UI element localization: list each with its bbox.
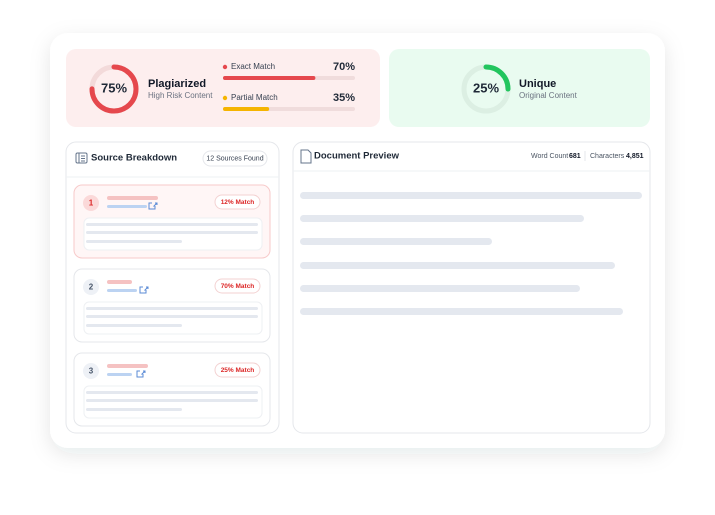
match-name: Partial Match — [231, 93, 278, 102]
list-icon — [75, 152, 88, 164]
placeholder — [86, 324, 182, 327]
link-icon — [139, 286, 149, 294]
panel-title: Document Preview — [314, 151, 400, 162]
stat-label: Word Count — [531, 153, 568, 160]
placeholder — [86, 223, 258, 226]
badge-text: 12 Sources Found — [206, 155, 263, 162]
placeholder — [86, 399, 258, 402]
match-badge — [214, 278, 261, 294]
bar — [223, 76, 316, 80]
placeholder — [86, 408, 182, 411]
placeholder — [107, 373, 132, 376]
placeholder — [107, 364, 148, 368]
match-value: 35% — [333, 92, 355, 104]
match-name: Exact Match — [231, 62, 275, 71]
placeholder — [86, 231, 258, 234]
stat-label: Characters — [590, 153, 625, 160]
breakdown: Exact Match 70% Partial Match 35% — [222, 61, 355, 111]
link-icon — [148, 202, 158, 210]
score-label: 75% — [101, 80, 127, 95]
doc-icon — [300, 149, 312, 164]
match-badge — [214, 362, 261, 378]
placeholder — [86, 315, 258, 318]
panel-title: Source Breakdown — [91, 153, 177, 164]
match-badge — [214, 194, 261, 210]
source-list: 1 12% Match 2 70% Match 3 25% Match — [73, 184, 271, 427]
stat-value: 4,851 — [626, 153, 644, 160]
placeholder — [86, 240, 182, 243]
panel-title: Unique — [519, 78, 556, 90]
source-number-bg — [83, 195, 99, 211]
legend-dot — [222, 95, 228, 101]
source-number-bg — [83, 363, 99, 379]
source-number-bg — [83, 279, 99, 295]
panel-subtitle: High Risk Content — [148, 91, 213, 100]
source-number: 2 — [89, 283, 94, 292]
match-badge-text: 25% Match — [221, 367, 255, 374]
placeholder — [107, 205, 147, 208]
placeholder — [107, 289, 137, 292]
donut-arc — [461, 64, 511, 114]
score-label: 25% — [473, 80, 499, 95]
panel-title: Plagiarized — [148, 78, 206, 90]
bar — [223, 107, 270, 111]
match-value: 70% — [333, 61, 355, 73]
match-badge-text: 12% Match — [221, 199, 255, 206]
placeholder — [86, 307, 258, 310]
source-number: 3 — [89, 367, 94, 376]
match-badge-text: 70% Match — [221, 283, 255, 290]
link-icon — [136, 370, 146, 378]
placeholder — [107, 280, 132, 284]
source-number: 1 — [89, 199, 94, 208]
badge — [202, 150, 268, 167]
placeholder — [107, 196, 158, 200]
text-placeholders — [300, 192, 642, 315]
panel-subtitle: Original Content — [519, 91, 578, 100]
legend-dot — [222, 64, 228, 70]
stat-value: 681 — [569, 153, 581, 160]
placeholder — [86, 391, 258, 394]
unique-panel — [389, 49, 650, 127]
donut-arc — [89, 64, 139, 114]
